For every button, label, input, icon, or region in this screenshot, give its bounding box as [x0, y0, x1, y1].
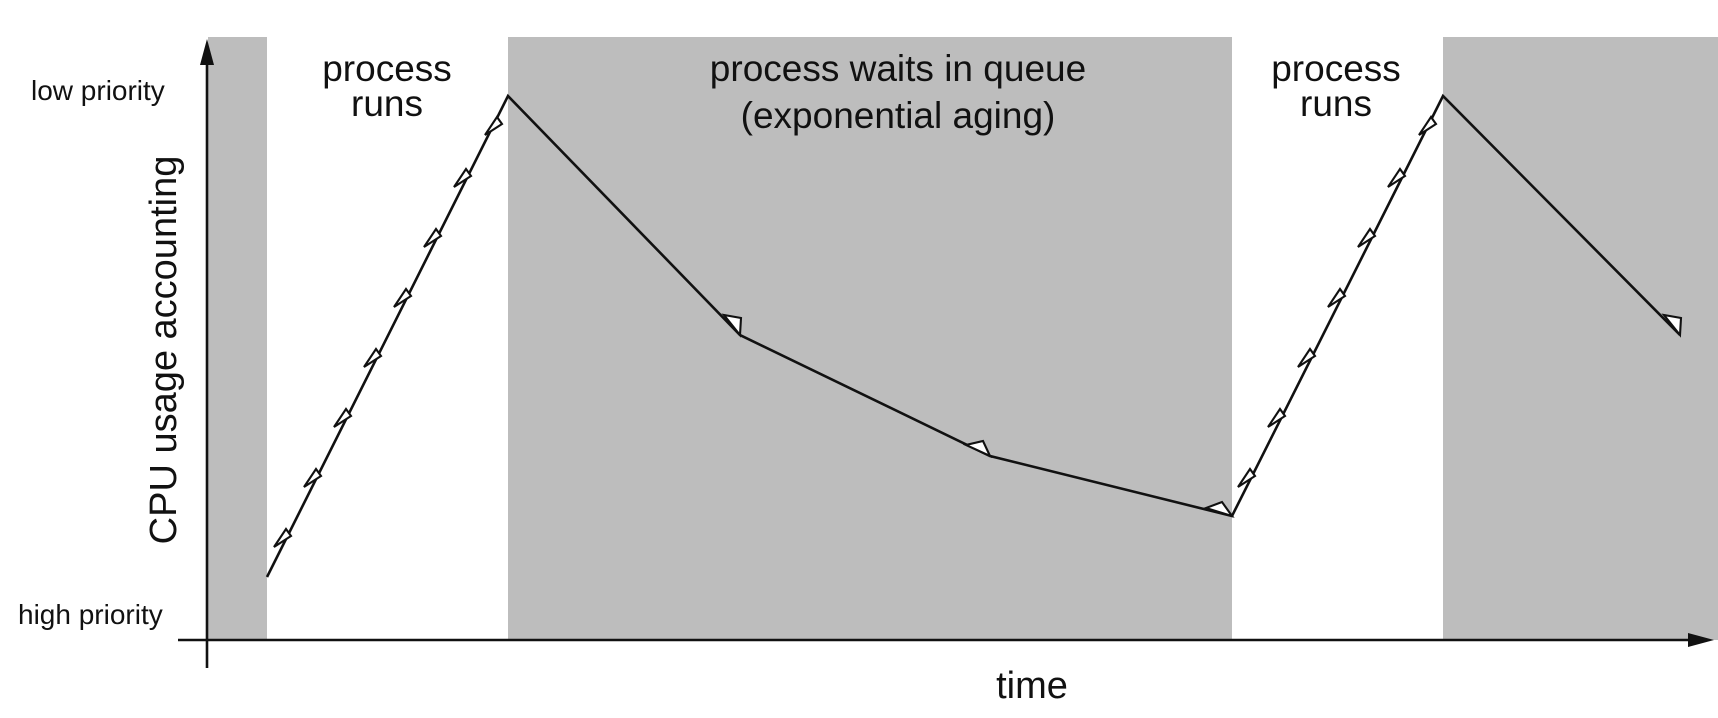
y-axis-title: CPU usage accounting: [143, 156, 185, 545]
y-bottom-label: high priority: [18, 599, 163, 630]
run-region-second-label-line-2: runs: [1300, 83, 1372, 124]
rise-arrow-14: [1387, 167, 1407, 188]
rise-arrow-2: [303, 467, 323, 488]
run-region-second-label-line-1: process: [1271, 48, 1401, 89]
x-axis-title: time: [996, 665, 1068, 707]
wait-region-middle-label-line-2: (exponential aging): [741, 95, 1056, 136]
rise-arrow-8: [484, 115, 504, 136]
x-axis-arrowhead: [1688, 633, 1714, 647]
wait-region-left: [208, 37, 267, 640]
decay-arrow-3: [1202, 500, 1235, 518]
rise-arrow-7: [453, 167, 473, 188]
rise-arrow-3: [333, 407, 353, 428]
rise-arrow-1: [273, 527, 293, 548]
run-region-first-label-line-1: process: [322, 48, 452, 89]
decay-arrow-1: [721, 313, 743, 338]
wait-region-right: [1443, 37, 1718, 640]
rise-arrow-6: [423, 227, 443, 248]
rise-arrow-12: [1327, 287, 1347, 308]
rise-arrow-13: [1357, 227, 1377, 248]
rise-arrow-11: [1297, 347, 1317, 368]
wait-region-middle: [508, 37, 1232, 640]
y-top-label: low priority: [31, 75, 165, 106]
run-region-second: [1232, 37, 1443, 640]
rise-arrow-9: [1237, 467, 1257, 488]
wait-region-middle-label-line-1: process waits in queue: [710, 48, 1086, 89]
run-region-first-label-line-2: runs: [351, 83, 423, 124]
rise-arrow-15: [1418, 115, 1438, 136]
rise-arrow-4: [363, 347, 383, 368]
decay-arrow-2: [962, 439, 993, 459]
y-axis-arrowhead: [200, 39, 214, 65]
rise-arrow-10: [1267, 407, 1287, 428]
decay-arrow-4: [1661, 313, 1683, 338]
rise-arrow-5: [393, 287, 413, 308]
